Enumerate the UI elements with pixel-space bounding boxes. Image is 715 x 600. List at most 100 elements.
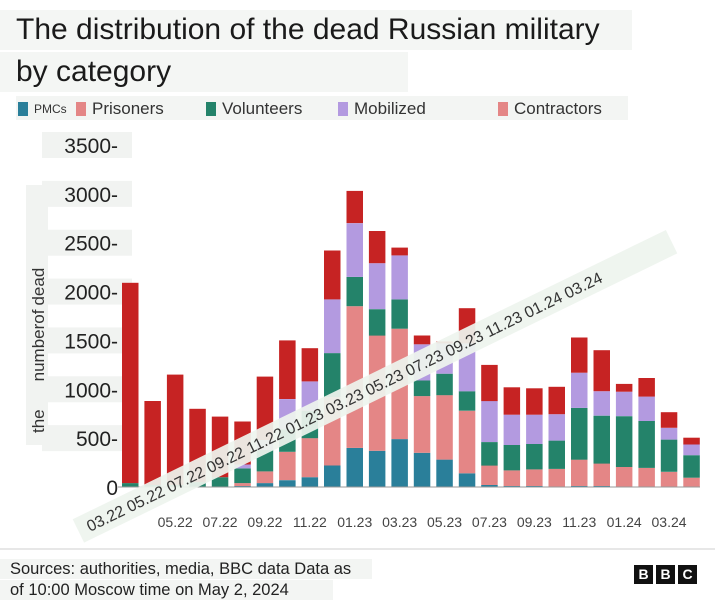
- bar-volunteers-12.23: [593, 415, 610, 464]
- bar-prisoners-09.22: [256, 471, 274, 484]
- bar-prisoners-04.23: [413, 396, 431, 453]
- bar-volunteers-10.23: [548, 440, 565, 469]
- bar-prisoners-03.24: [660, 471, 678, 487]
- bar-contractors-04.24: [683, 437, 700, 445]
- bar-prisoners-11.22: [301, 438, 319, 478]
- bar-contractors-07.23: [481, 364, 498, 402]
- bar-prisoners-12.23: [593, 463, 610, 486]
- bar-pmcs-03.23: [391, 439, 408, 487]
- x-tick-label-07.22: 07.22: [203, 514, 238, 530]
- y-tick-label-500: 500-: [76, 428, 118, 451]
- bar-prisoners-08.23: [503, 470, 521, 486]
- bar-prisoners-01.23: [346, 306, 363, 448]
- bar-prisoners-08.22: [234, 483, 251, 486]
- bar-mobilized-02.24: [638, 396, 655, 421]
- bar-mobilized-12.22: [324, 299, 341, 354]
- bar-mobilized-09.23: [526, 414, 543, 444]
- legend-item-contractors: Contractors: [498, 99, 602, 119]
- bar-volunteers-05.23: [436, 373, 453, 396]
- bar-contractors-03.22: [122, 282, 139, 484]
- y-tick-label-3000: 3000-: [64, 184, 118, 207]
- y-axis-title-bg: [26, 185, 48, 445]
- bar-contractors-12.23: [593, 350, 610, 392]
- bar-mobilized-10.23: [548, 414, 565, 441]
- legend: PMCs Prisoners Volunteers Mobilized Cont…: [16, 96, 628, 120]
- legend-label-pmcs: PMCs: [34, 102, 67, 116]
- x-tick-label-11.23: 11.23: [562, 514, 596, 530]
- y-tick-bg-500: [42, 425, 132, 452]
- legend-item-pmcs: PMCs: [18, 102, 67, 116]
- bar-contractors-08.23: [503, 387, 521, 415]
- x-tick-label-03.23: 03.23: [382, 514, 417, 530]
- bar-pmcs-01.23: [346, 447, 363, 487]
- bar-volunteers-04.23: [413, 380, 431, 397]
- bar-prisoners-02.24: [638, 467, 655, 487]
- x-tick-label-05.23: 05.23: [427, 514, 462, 530]
- bar-volunteers-07.22: [211, 477, 229, 487]
- bar-mobilized-08.23: [503, 414, 521, 445]
- bar-prisoners-10.23: [548, 468, 565, 487]
- x-tick-label-11.22: 11.22: [293, 514, 327, 530]
- bar-chart: 0 500- 1000- 1500- 2000- 2500- 3000- 3500- the nu…: [0, 132, 715, 550]
- bar-prisoners-09.23: [526, 469, 543, 486]
- bar-volunteers-02.23: [368, 309, 386, 336]
- sources-line2: of 10:00 Moscow time on May 2, 2024: [0, 580, 333, 600]
- bar-prisoners-07.23: [481, 465, 498, 485]
- bbc-logo-b1: B: [634, 565, 653, 584]
- y-tick-bg-2500: [42, 229, 132, 256]
- bar-prisoners-05.23: [436, 395, 453, 460]
- bar-volunteers-03.22: [122, 483, 139, 487]
- bar-volunteers-04.24: [683, 455, 700, 478]
- bar-contractors-10.23: [548, 386, 565, 415]
- x-tick-label-09.23: 09.23: [517, 514, 552, 530]
- bar-mobilized-03.23: [391, 255, 408, 300]
- bar-mobilized-04.24: [683, 444, 700, 456]
- x-tick-label-01.23: 01.23: [337, 514, 372, 530]
- y-tick-label-0: 0: [106, 477, 118, 500]
- y-tick-bg-3500: [42, 132, 132, 158]
- bar-contractors-04.23: [413, 335, 431, 345]
- bar-contractors-02.23: [368, 231, 386, 264]
- bar-volunteers-08.23: [503, 445, 521, 471]
- bar-pmcs-09.22: [256, 483, 274, 487]
- diagonal-band-bg: [72, 229, 678, 543]
- bar-pmcs-11.22: [301, 477, 319, 487]
- bar-pmcs-04.23: [413, 452, 431, 487]
- legend-label-volunteers: Volunteers: [222, 99, 303, 118]
- bar-mobilized-01.23: [346, 223, 363, 277]
- bar-pmcs-05.23: [436, 459, 453, 487]
- y-tick-bg-1500: [42, 327, 132, 354]
- y-axis-title-part-2: dead: [29, 268, 48, 306]
- bar-volunteers-11.23: [571, 407, 588, 460]
- bar-volunteers-09.23: [526, 444, 543, 470]
- x-tick-label-03.24: 03.24: [652, 514, 687, 530]
- bbc-logo-b2: B: [656, 565, 675, 584]
- x-tick-label-01.24: 01.24: [607, 514, 642, 530]
- bar-volunteers-08.22: [234, 468, 251, 484]
- bar-volunteers-03.24: [660, 439, 678, 472]
- bar-contractors-03.24: [660, 412, 678, 428]
- bar-contractors-03.23: [391, 247, 408, 256]
- bar-contractors-01.23: [346, 190, 363, 224]
- y-tick-label-3500: 3500-: [64, 135, 118, 158]
- legend-item-prisoners: Prisoners: [76, 99, 164, 119]
- bar-prisoners-01.24: [615, 467, 633, 487]
- bar-contractors-09.23: [526, 388, 543, 415]
- legend-item-volunteers: Volunteers: [206, 99, 302, 119]
- bar-contractors-02.24: [638, 378, 655, 397]
- bar-mobilized-03.24: [660, 427, 678, 440]
- bar-contractors-11.23: [571, 337, 588, 373]
- bbc-logo: B B C: [634, 565, 697, 584]
- bar-volunteers-07.23: [481, 442, 498, 466]
- y-tick-bg-1000: [42, 376, 132, 403]
- legend-swatch-contractors: [498, 102, 508, 116]
- y-axis-title-part-1: numberof: [29, 309, 48, 381]
- bar-mobilized-08.22: [234, 464, 251, 469]
- legend-swatch-prisoners: [76, 102, 86, 116]
- legend-item-mobilized: Mobilized: [338, 99, 426, 119]
- legend-swatch-volunteers: [206, 102, 216, 116]
- bar-volunteers-06.23: [458, 391, 476, 411]
- bar-pmcs-12.22: [324, 465, 341, 487]
- y-tick-label-2000: 2000-: [64, 282, 118, 305]
- bar-pmcs-07.23: [481, 485, 498, 487]
